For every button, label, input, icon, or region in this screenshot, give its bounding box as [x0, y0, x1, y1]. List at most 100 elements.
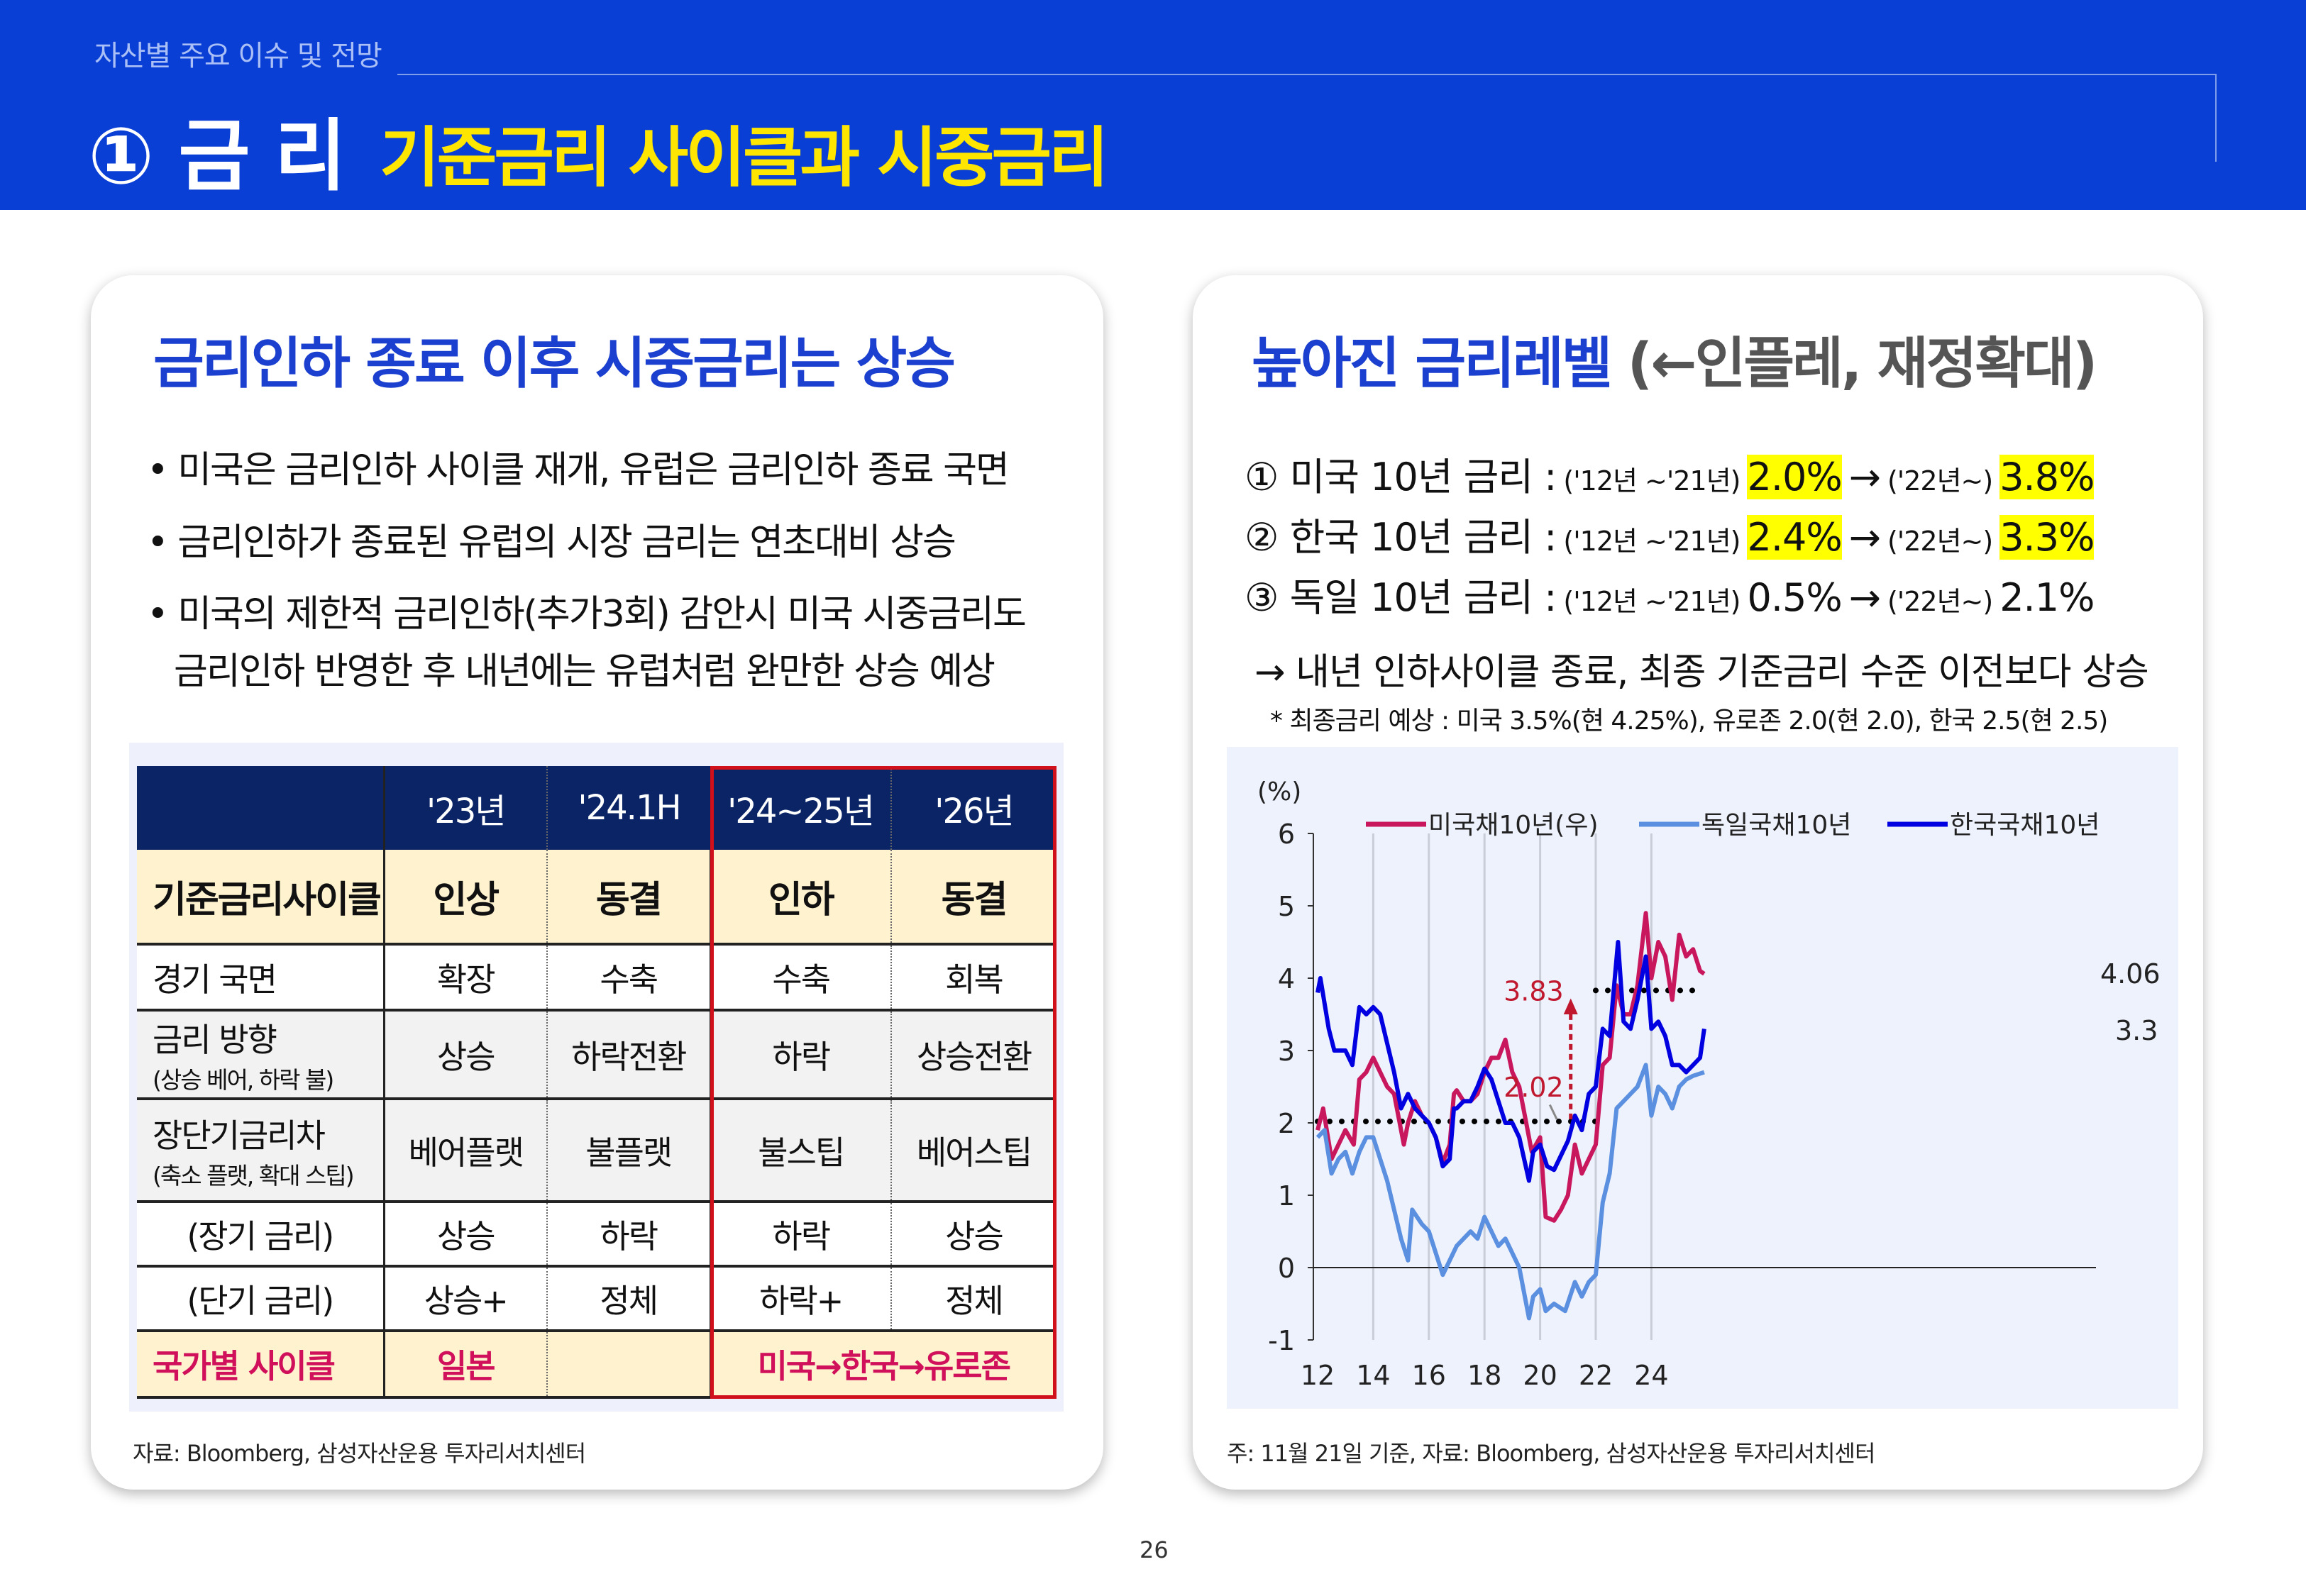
- cell: 상승: [891, 1202, 1056, 1268]
- row-label: 기준금리사이클: [137, 850, 385, 946]
- value-after: 2.1%: [1999, 575, 2095, 620]
- rate-line: ③ 독일 10년 금리 : ('12년 ~'21년) 0.5% → ('22년~) 2.1…: [1245, 566, 2101, 622]
- value-after: 3.3%: [1999, 515, 2095, 560]
- rate-line: ① 미국 10년 금리 : ('12년 ~'21년) 2.0% → ('22년~) 3.8…: [1245, 445, 2101, 501]
- y-tick-label: 5: [1278, 891, 1295, 922]
- table-row: 경기 국면 확장 수축 수축 회복: [137, 944, 1056, 1012]
- table-row: (장기 금리) 상승 하락 하락 상승: [137, 1202, 1056, 1268]
- cell: 동결: [891, 850, 1056, 946]
- page-subtitle: 기준금리 사이클과 시중금리: [380, 120, 1109, 196]
- y-tick-label: 1: [1278, 1180, 1295, 1212]
- period: ('22년~): [1887, 586, 1993, 617]
- end-label-kr: 3.3: [2115, 1015, 2158, 1046]
- arrow: →: [1848, 575, 1881, 620]
- x-tick-label: 14: [1356, 1360, 1390, 1391]
- cell: 베어스팁: [891, 1099, 1056, 1203]
- cell: 미국→한국→유로존: [710, 1331, 1056, 1399]
- cell: 수축: [547, 944, 712, 1012]
- left-heading: 금리인하 종료 이후 시중금리는 상승: [153, 332, 956, 396]
- rate-line: ② 한국 10년 금리 : ('12년 ~'21년) 2.4% → ('22년~) 3.3…: [1245, 506, 2101, 562]
- cell: 정체: [547, 1266, 712, 1332]
- cell: 하락: [710, 1010, 892, 1100]
- cell: 상승: [384, 1010, 548, 1100]
- table-row: 국가별 사이클 일본 미국→한국→유로존: [137, 1331, 1056, 1399]
- cell: 인하: [710, 850, 892, 946]
- annotation-label: 3.83: [1504, 975, 1564, 1007]
- annotation-label: 2.02: [1504, 1072, 1564, 1103]
- right-heading-main: 높아진 금리레벨: [1252, 332, 1612, 396]
- rate-label: ② 한국 10년 금리 :: [1245, 515, 1557, 560]
- row-label-main: 금리 방향: [153, 1020, 277, 1059]
- table-row: 금리 방향 (상승 베어, 하락 불) 상승 하락전환 하락 상승전환: [137, 1010, 1056, 1100]
- bullet-3: • 미국의 제한적 금리인하(추가3회) 감안시 미국 시중금리도: [147, 593, 1027, 636]
- right-heading: 높아진 금리레벨 (←인플레, 재정확대): [1252, 319, 2098, 399]
- row-label: (단기 금리): [137, 1266, 385, 1332]
- y-axis-label: (%): [1257, 777, 1301, 807]
- end-label-us: 4.06: [2100, 958, 2161, 990]
- cell: 하락+: [710, 1266, 892, 1332]
- row-label: 장단기금리차 (축소 플랫, 확대 스팁): [137, 1099, 385, 1203]
- cell: 동결: [547, 850, 712, 946]
- y-tick-label: -1: [1268, 1325, 1295, 1356]
- left-source: 자료: Bloomberg, 삼성자산운용 투자리서치센터: [133, 1440, 586, 1467]
- period: ('12년 ~'21년): [1563, 465, 1740, 497]
- rate-cycle-table: '23년 '24.1H '24~25년 '26년 기준금리사이클 인상 동결 인…: [137, 766, 1056, 1399]
- bullet-2: • 금리인하가 종료된 유럽의 시장 금리는 연초대비 상승: [147, 521, 956, 564]
- value-before: 2.4%: [1747, 515, 1843, 560]
- bullet-1: • 미국은 금리인하 사이클 재개, 유럽은 금리인하 종료 국면: [147, 449, 1010, 492]
- row-label: (장기 금리): [137, 1202, 385, 1268]
- header-cell: '26년: [891, 766, 1056, 850]
- header-band: [0, 0, 2306, 210]
- arrow: →: [1848, 515, 1881, 560]
- x-tick-label: 18: [1467, 1360, 1501, 1391]
- value-before: 0.5%: [1747, 575, 1842, 620]
- cell: 상승: [384, 1202, 548, 1268]
- y-tick-label: 4: [1278, 963, 1295, 994]
- arrow-head-icon: [1563, 998, 1578, 1014]
- cell: 불플랫: [547, 1099, 712, 1203]
- footnote: * 최종금리 예상 : 미국 3.5%(현 4.25%), 유로존 2.0(현 …: [1270, 706, 2108, 736]
- legend-label: 독일국채10년: [1701, 811, 1851, 840]
- cell: 베어플랫: [384, 1099, 548, 1203]
- highlight-box: [710, 766, 1057, 1399]
- header-cell: [137, 766, 385, 850]
- cell: 하락전환: [547, 1010, 712, 1100]
- x-tick-label: 12: [1301, 1360, 1335, 1391]
- page-title: ① 금 리: [88, 111, 346, 201]
- cell: 수축: [710, 944, 892, 1012]
- cell: 하락: [547, 1202, 712, 1268]
- header-cell: '24.1H: [547, 766, 710, 850]
- cell: 확장: [384, 944, 548, 1012]
- right-source: 주: 11월 21일 기준, 자료: Bloomberg, 삼성자산운용 투자리…: [1227, 1440, 1875, 1467]
- right-heading-paren: (←인플레, 재정확대): [1627, 332, 2098, 396]
- row-label: 국가별 사이클: [137, 1331, 385, 1399]
- header-divider: [397, 74, 2217, 75]
- x-tick-label: 22: [1579, 1360, 1613, 1391]
- series-line-0: [1315, 911, 1706, 1223]
- y-tick-label: 6: [1278, 819, 1295, 850]
- header-cell: '24~25년: [710, 766, 892, 850]
- row-label: 금리 방향 (상승 베어, 하락 불): [137, 1010, 385, 1100]
- bullet-3-cont: 금리인하 반영한 후 내년에는 유럽처럼 완만한 상승 예상: [174, 650, 995, 693]
- cell: 인상: [384, 850, 548, 946]
- chart-background: [1227, 747, 2178, 1409]
- table-row: (단기 금리) 상승+ 정체 하락+ 정체: [137, 1266, 1056, 1332]
- legend-label: 미국채10년(우): [1428, 811, 1599, 840]
- cell: 일본: [384, 1331, 548, 1399]
- period: ('12년 ~'21년): [1563, 526, 1740, 557]
- x-tick-label: 16: [1412, 1360, 1446, 1391]
- cell: 하락: [710, 1202, 892, 1268]
- y-tick-label: 3: [1278, 1036, 1295, 1067]
- section-label: 자산별 주요 이슈 및 전망: [94, 40, 382, 72]
- annotation-leader: [1548, 1104, 1558, 1120]
- cell: 정체: [891, 1266, 1056, 1332]
- x-tick-label: 20: [1523, 1360, 1557, 1391]
- rate-label: ③ 독일 10년 금리 :: [1245, 575, 1557, 620]
- row-label-sub: (상승 베어, 하락 불): [153, 1065, 334, 1094]
- value-after: 3.8%: [1999, 455, 2095, 499]
- rate-label: ① 미국 10년 금리 :: [1245, 455, 1557, 499]
- header-divider-vertical: [2215, 74, 2217, 162]
- value-before: 2.0%: [1747, 455, 1843, 499]
- header-cell: '23년: [384, 766, 548, 850]
